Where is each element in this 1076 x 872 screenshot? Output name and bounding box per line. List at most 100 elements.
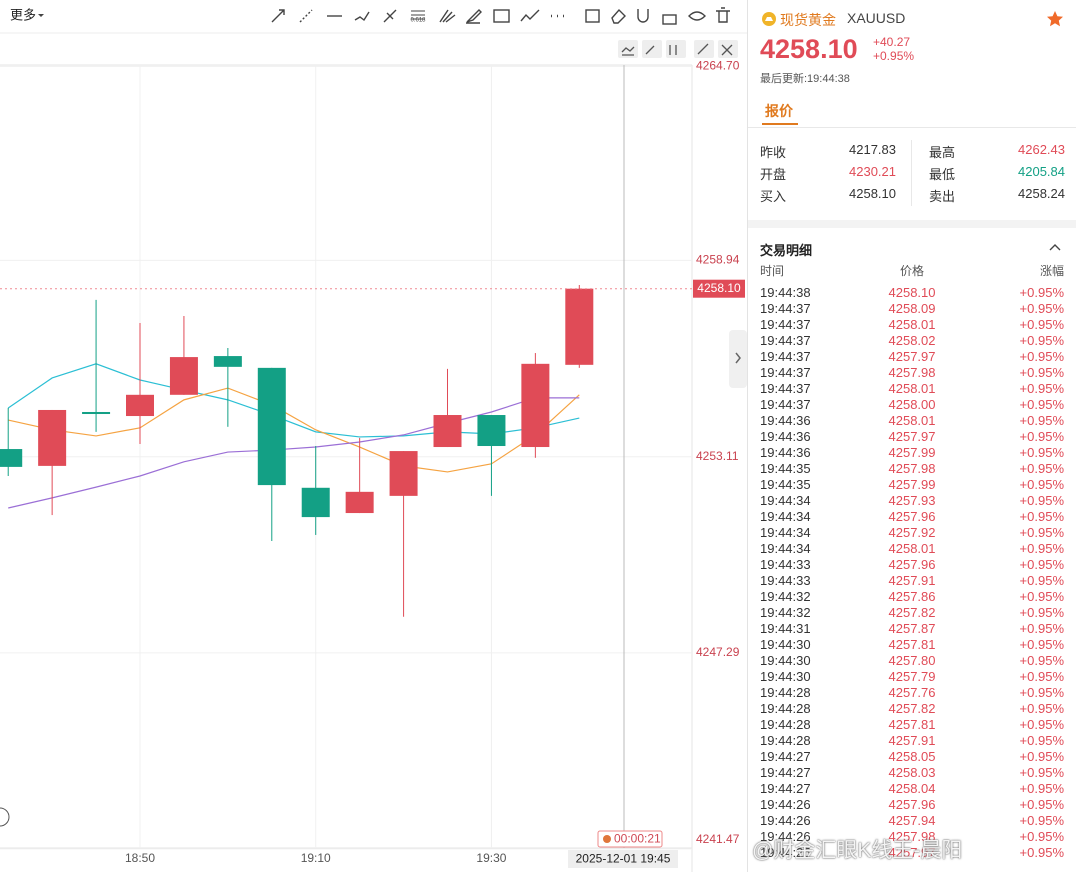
section-gap xyxy=(748,220,1076,228)
trade-cell: +0.95% xyxy=(1019,717,1064,732)
tool-ray[interactable] xyxy=(299,9,313,23)
trade-cell: +0.95% xyxy=(1019,605,1064,620)
instrument-code: XAUUSD xyxy=(847,10,906,26)
tool-lock[interactable] xyxy=(662,14,677,25)
trade-cell: 19:44:34 xyxy=(760,525,811,540)
caret xyxy=(38,14,44,17)
quote-panel: 现货黄金 XAUUSD 4258.10 +40.27 +0.95% 最后更新:1… xyxy=(747,0,1076,872)
trade-cell: 19:44:30 xyxy=(760,653,811,668)
stat-value: 4258.10 xyxy=(849,186,896,201)
trade-cell: +0.95% xyxy=(1019,509,1064,524)
trade-cell: 4257.87 xyxy=(888,621,936,636)
clock-icon xyxy=(603,835,611,843)
tool-note[interactable] xyxy=(585,9,600,23)
tool-eraser[interactable] xyxy=(611,8,626,24)
trade-cell: +0.95% xyxy=(1019,589,1064,604)
column-header: 价格 xyxy=(899,264,924,278)
trade-cell: 4257.79 xyxy=(888,669,936,684)
tool-fib[interactable] xyxy=(411,10,425,20)
trade-cell: +0.95% xyxy=(1019,365,1064,380)
candle-body xyxy=(389,451,418,496)
favorite-star[interactable] xyxy=(1046,10,1064,28)
trade-cell: 19:44:25 xyxy=(760,845,811,860)
x-tick-label: 19:30 xyxy=(476,851,506,865)
stats-divider xyxy=(911,140,912,206)
trade-cell: 19:44:38 xyxy=(760,285,811,300)
trade-cell: 19:44:36 xyxy=(760,429,811,444)
trade-cell: 4258.02 xyxy=(888,333,936,348)
y-tick-label: 4241.47 xyxy=(696,832,740,846)
tool-eye[interactable] xyxy=(688,11,706,21)
trade-cell: +0.95% xyxy=(1019,685,1064,700)
candle-body xyxy=(477,415,506,447)
trade-cell: 4257.98 xyxy=(888,829,936,844)
trade-cell: 19:44:35 xyxy=(760,461,811,476)
fib-label: 0.618 xyxy=(410,18,426,24)
y-tick-label: 4253.11 xyxy=(696,449,739,463)
trades-title: 交易明细 xyxy=(760,243,813,258)
tool-path[interactable] xyxy=(354,11,370,22)
column-header: 涨幅 xyxy=(1039,264,1064,278)
trade-cell: +0.95% xyxy=(1019,541,1064,556)
countdown: 00:00:21 xyxy=(614,832,661,846)
left-handle[interactable] xyxy=(0,807,10,827)
countdown-box xyxy=(597,830,663,848)
candle-body xyxy=(213,356,242,367)
stat-value: 4262.43 xyxy=(1018,142,1065,157)
instrument-name: 现货黄金 xyxy=(780,12,836,28)
y-tick-label: 4247.29 xyxy=(696,645,740,659)
tab-border xyxy=(748,127,1076,128)
collapse-icon[interactable] xyxy=(1048,242,1062,252)
trade-cell: +0.95% xyxy=(1019,637,1064,652)
stat-label: 卖出 xyxy=(929,189,956,204)
trade-cell: 4258.01 xyxy=(888,381,936,396)
tool-magnet[interactable] xyxy=(637,9,649,23)
candle-body xyxy=(565,288,594,365)
tool-fan[interactable] xyxy=(439,9,456,23)
trade-cell: 19:44:36 xyxy=(760,445,811,460)
x-tick-label: 18:50 xyxy=(125,851,155,865)
tool-segment[interactable] xyxy=(383,9,397,23)
tool-image[interactable] xyxy=(493,9,510,23)
trade-cell: 19:44:32 xyxy=(760,605,811,620)
gold-icon xyxy=(762,12,776,26)
last-price: 4258.10 xyxy=(760,34,858,64)
tool-delete[interactable] xyxy=(716,7,730,23)
trade-cell: 19:44:37 xyxy=(760,301,811,316)
y-tick-label: 4258.94 xyxy=(696,253,740,267)
ctrl-btn[interactable] xyxy=(694,40,714,58)
trade-cell: 19:44:37 xyxy=(760,333,811,348)
trade-cell: +0.95% xyxy=(1019,653,1064,668)
trade-cell: 19:44:34 xyxy=(760,541,811,556)
price-change: +40.27 xyxy=(873,35,911,49)
trade-cell: 4257.76 xyxy=(888,685,936,700)
candle-body xyxy=(126,394,154,417)
more-menu[interactable]: 更多 xyxy=(10,7,36,22)
trade-cell: 4257.92 xyxy=(888,525,936,540)
trade-cell: 4258.10 xyxy=(888,285,936,300)
stat-label: 最高 xyxy=(929,145,956,160)
trade-cell: 4258.09 xyxy=(888,301,936,316)
plot: 4264.70 4258.94 4253.11 4247.29 4241.47 18:50… xyxy=(0,59,745,868)
trade-cell: +0.95% xyxy=(1019,285,1064,300)
trade-cell: 19:44:27 xyxy=(760,765,811,780)
trade-cell: 19:44:37 xyxy=(760,397,811,412)
ctrl-btn[interactable] xyxy=(642,40,662,58)
trade-cell: +0.95% xyxy=(1019,429,1064,444)
side-toggle[interactable] xyxy=(729,330,747,388)
tool-brush[interactable] xyxy=(466,9,482,24)
tool-trend[interactable] xyxy=(520,9,540,22)
trade-cell: 19:44:37 xyxy=(760,317,811,332)
trade-cell: 4258.00 xyxy=(888,397,936,412)
trade-cell: 4258.01 xyxy=(888,413,936,428)
trade-cell: +0.95% xyxy=(1019,333,1064,348)
tool-arrow[interactable] xyxy=(271,9,285,23)
trade-cell: +0.95% xyxy=(1019,493,1064,508)
trade-cell: 4257.81 xyxy=(888,717,936,732)
quote-tab[interactable]: 报价 xyxy=(765,103,793,119)
stat-value: 4217.83 xyxy=(849,142,896,157)
trade-cell: 19:44:30 xyxy=(760,637,811,652)
trade-cell: 4257.98 xyxy=(888,461,936,476)
trade-cell: 4257.97 xyxy=(888,429,936,444)
